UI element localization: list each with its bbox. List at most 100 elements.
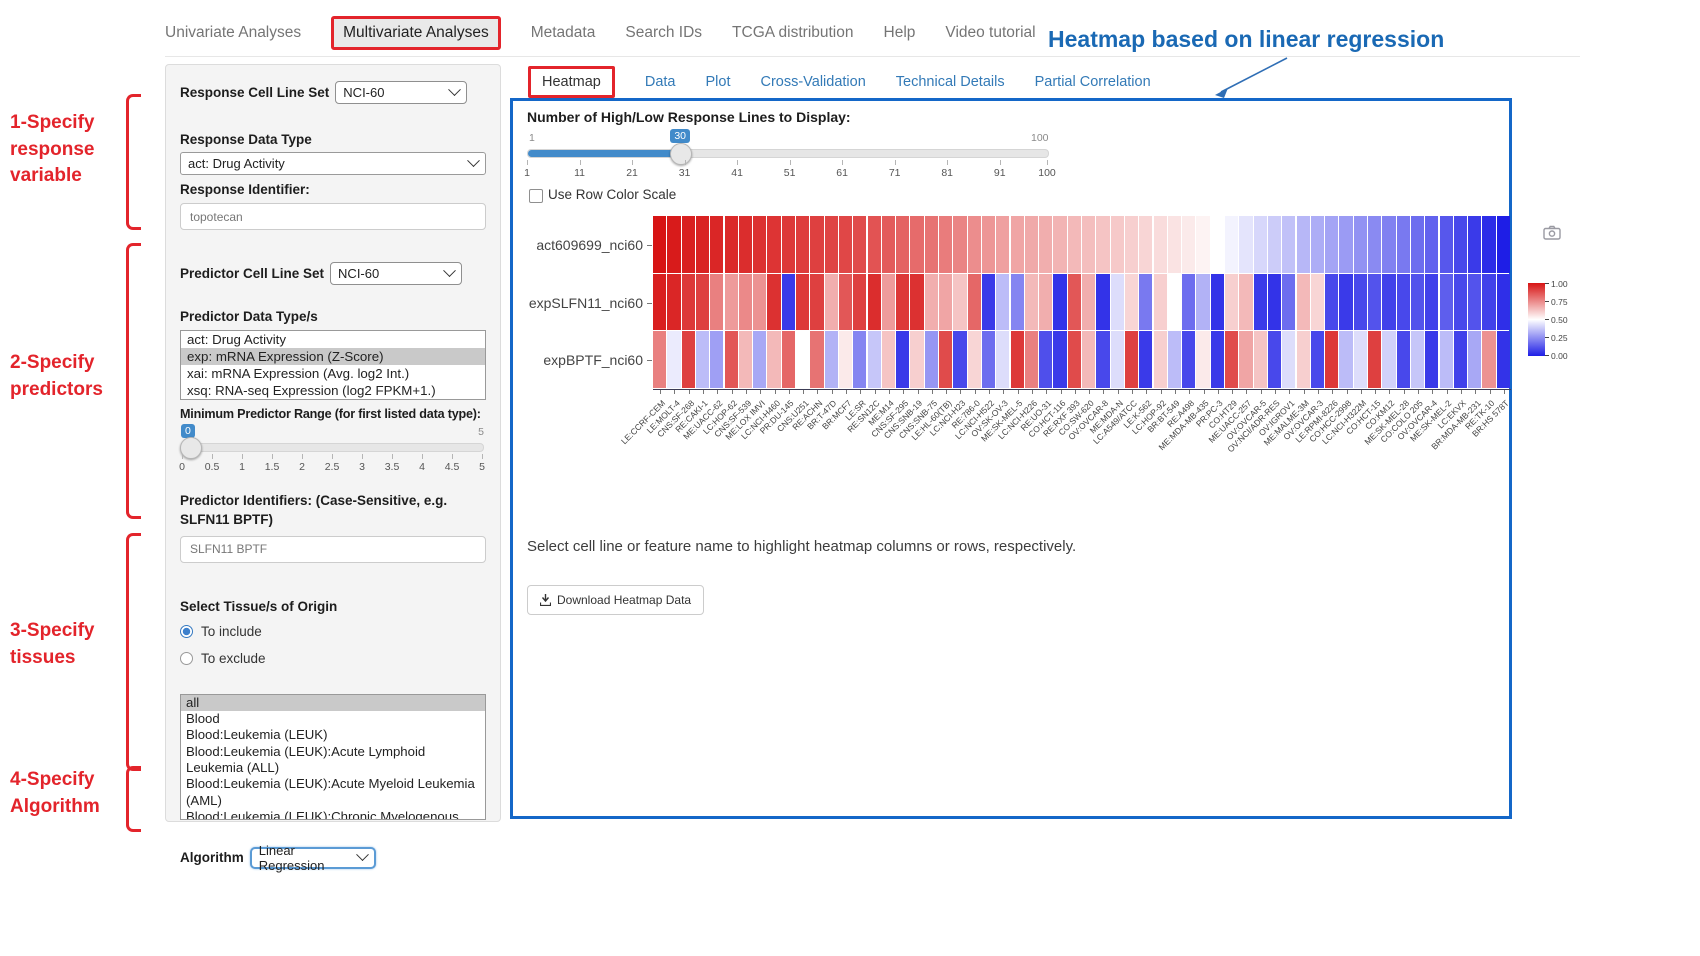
- nav-item-search-ids[interactable]: Search IDs: [625, 24, 702, 42]
- lines-slider-track[interactable]: [527, 149, 1049, 158]
- nav-item-tcga-distribution[interactable]: TCGA distribution: [732, 24, 853, 42]
- heatmap-cell[interactable]: [1425, 274, 1438, 331]
- tissue-option[interactable]: Blood:Leukemia (LEUK):Acute Myeloid Leuk…: [181, 776, 485, 809]
- heatmap-cell[interactable]: [1139, 216, 1152, 273]
- heatmap-cell[interactable]: [1425, 331, 1438, 388]
- heatmap-cell[interactable]: [1125, 331, 1138, 388]
- heatmap-cell[interactable]: [725, 274, 738, 331]
- heatmap-cell[interactable]: [1468, 331, 1481, 388]
- heatmap-cell[interactable]: [1111, 216, 1124, 273]
- heatmap-cell[interactable]: [1411, 331, 1424, 388]
- heatmap-cell[interactable]: [1082, 274, 1095, 331]
- heatmap-cell[interactable]: [1068, 331, 1081, 388]
- heatmap-cell[interactable]: [896, 274, 909, 331]
- predictor-data-type-option[interactable]: xai: mRNA Expression (Avg. log2 Int.): [181, 365, 485, 382]
- heatmap-cell[interactable]: [710, 216, 723, 273]
- heatmap-cell[interactable]: [796, 331, 809, 388]
- heatmap-cell[interactable]: [1268, 216, 1281, 273]
- heatmap-cell[interactable]: [1297, 216, 1310, 273]
- heatmap-cell[interactable]: [1325, 331, 1338, 388]
- heatmap-cell[interactable]: [1039, 331, 1052, 388]
- heatmap-cell[interactable]: [825, 216, 838, 273]
- tissue-option[interactable]: Blood:Leukemia (LEUK): [181, 727, 485, 743]
- heatmap-cell[interactable]: [696, 274, 709, 331]
- heatmap-cell[interactable]: [1239, 216, 1252, 273]
- heatmap-cell[interactable]: [725, 331, 738, 388]
- heatmap-cell[interactable]: [739, 216, 752, 273]
- heatmap-cell[interactable]: [882, 331, 895, 388]
- heatmap-cell[interactable]: [1196, 274, 1209, 331]
- heatmap-cell[interactable]: [1468, 274, 1481, 331]
- heatmap-cell[interactable]: [1154, 331, 1167, 388]
- heatmap-cell[interactable]: [1354, 216, 1367, 273]
- heatmap-cell[interactable]: [982, 331, 995, 388]
- heatmap-cell[interactable]: [1311, 216, 1324, 273]
- heatmap-cell[interactable]: [696, 331, 709, 388]
- tissue-option[interactable]: Blood:Leukemia (LEUK):Chronic Myelogenou…: [181, 809, 485, 820]
- heatmap-cell[interactable]: [868, 331, 881, 388]
- heatmap-cell[interactable]: [1311, 274, 1324, 331]
- heatmap-cell[interactable]: [1239, 331, 1252, 388]
- nav-item-metadata[interactable]: Metadata: [531, 24, 596, 42]
- tab-data[interactable]: Data: [645, 74, 676, 90]
- heatmap-cell[interactable]: [968, 331, 981, 388]
- heatmap-cell[interactable]: [1325, 216, 1338, 273]
- nav-item-multivariate-analyses[interactable]: Multivariate Analyses: [331, 16, 501, 50]
- heatmap-cell[interactable]: [1325, 274, 1338, 331]
- predictor-data-type-option[interactable]: xsq: RNA-seq Expression (log2 FPKM+1.): [181, 382, 485, 399]
- predictor-identifiers-input[interactable]: SLFN11 BPTF: [180, 536, 486, 563]
- heatmap-cell[interactable]: [1139, 331, 1152, 388]
- heatmap-cell[interactable]: [1039, 216, 1052, 273]
- heatmap-cell[interactable]: [1297, 274, 1310, 331]
- heatmap-cell[interactable]: [1053, 216, 1066, 273]
- heatmap-cell[interactable]: [1397, 274, 1410, 331]
- heatmap-cell[interactable]: [725, 216, 738, 273]
- heatmap-cell[interactable]: [1182, 216, 1195, 273]
- heatmap-cell[interactable]: [1239, 274, 1252, 331]
- heatmap-cell[interactable]: [1425, 216, 1438, 273]
- heatmap-cell[interactable]: [1168, 331, 1181, 388]
- tab-technical-details[interactable]: Technical Details: [896, 74, 1005, 90]
- heatmap-cell[interactable]: [1268, 274, 1281, 331]
- heatmap-cell[interactable]: [1311, 331, 1324, 388]
- heatmap-cell[interactable]: [1011, 331, 1024, 388]
- heatmap-cell[interactable]: [1068, 274, 1081, 331]
- heatmap-cell[interactable]: [939, 274, 952, 331]
- heatmap-cell[interactable]: [1125, 216, 1138, 273]
- heatmap-cell[interactable]: [739, 274, 752, 331]
- heatmap-cell[interactable]: [810, 274, 823, 331]
- heatmap-cell[interactable]: [667, 274, 680, 331]
- heatmap-cell[interactable]: [1168, 216, 1181, 273]
- heatmap-cell[interactable]: [710, 331, 723, 388]
- tab-partial-correlation[interactable]: Partial Correlation: [1035, 74, 1151, 90]
- heatmap-cell[interactable]: [782, 331, 795, 388]
- heatmap-cell[interactable]: [968, 216, 981, 273]
- heatmap-cell[interactable]: [1082, 216, 1095, 273]
- heatmap-cell[interactable]: [767, 216, 780, 273]
- heatmap-cell[interactable]: [767, 274, 780, 331]
- nav-item-video-tutorial[interactable]: Video tutorial: [945, 24, 1035, 42]
- heatmap-cell[interactable]: [1211, 274, 1224, 331]
- heatmap-cell[interactable]: [1282, 274, 1295, 331]
- heatmap-cell[interactable]: [796, 216, 809, 273]
- heatmap-cell[interactable]: [1225, 216, 1238, 273]
- heatmap-cell[interactable]: [1482, 274, 1495, 331]
- heatmap-cell[interactable]: [1053, 331, 1066, 388]
- predictor-cell-line-set-select[interactable]: NCI-60: [330, 262, 462, 285]
- slider-track[interactable]: [182, 443, 484, 452]
- tab-cross-validation[interactable]: Cross-Validation: [760, 74, 865, 90]
- heatmap-cell[interactable]: [682, 331, 695, 388]
- heatmap-cell[interactable]: [1196, 331, 1209, 388]
- heatmap-cell[interactable]: [1397, 331, 1410, 388]
- heatmap-cell[interactable]: [953, 274, 966, 331]
- heatmap-cell[interactable]: [853, 331, 866, 388]
- heatmap-cell[interactable]: [910, 331, 923, 388]
- heatmap-cell[interactable]: [1497, 274, 1510, 331]
- heatmap-cell[interactable]: [667, 331, 680, 388]
- row-color-scale-checkbox[interactable]: [529, 189, 543, 203]
- heatmap-cell[interactable]: [1368, 216, 1381, 273]
- heatmap-cell[interactable]: [968, 274, 981, 331]
- heatmap-cell[interactable]: [982, 216, 995, 273]
- heatmap-cell[interactable]: [1225, 331, 1238, 388]
- heatmap-cell[interactable]: [1339, 216, 1352, 273]
